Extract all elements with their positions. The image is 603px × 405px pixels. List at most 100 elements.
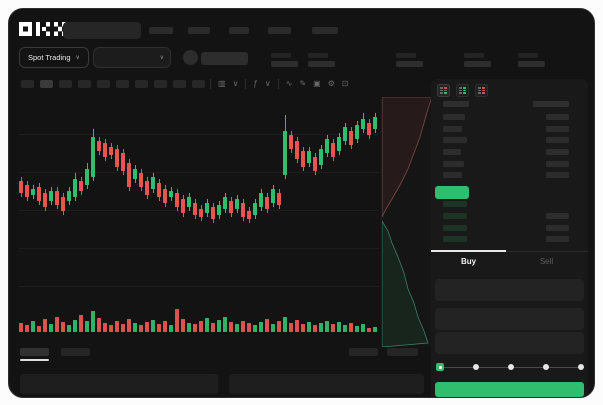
ask-price-placeholder[interactable] — [443, 114, 465, 120]
timeframe-button[interactable] — [135, 80, 148, 88]
slider-stop[interactable] — [578, 364, 584, 370]
stat-label-placeholder — [518, 53, 538, 58]
candle-style-icon[interactable]: ▥ — [218, 79, 226, 88]
order-book-panel: Buy Sell — [431, 79, 588, 397]
buy-submit-button[interactable] — [435, 382, 584, 397]
candle-body — [37, 187, 41, 201]
snapshot-icon[interactable]: ▣ — [313, 79, 321, 88]
bid-price-placeholder[interactable] — [443, 236, 467, 242]
bottom-tab[interactable] — [20, 348, 49, 356]
indicators-icon[interactable]: ƒ — [253, 79, 258, 88]
slider-stop[interactable] — [436, 363, 444, 371]
volume-bar — [25, 325, 29, 332]
bid-price-placeholder[interactable] — [443, 225, 467, 231]
ask-price-placeholder[interactable] — [443, 137, 467, 143]
line-type-icon[interactable]: ∿ — [285, 79, 293, 88]
tab-sell[interactable]: Sell — [539, 257, 554, 266]
timeframe-button[interactable] — [192, 80, 205, 88]
bid-amount-placeholder — [546, 213, 569, 219]
volume-bar — [223, 317, 227, 332]
volume-bar — [175, 309, 179, 332]
bid-price-placeholder[interactable] — [443, 213, 467, 219]
volume-bar — [79, 315, 83, 332]
last-price-button[interactable] — [435, 186, 469, 199]
pair-selector[interactable]: ∨ — [93, 47, 171, 68]
nav-item[interactable] — [312, 27, 338, 34]
candle-body — [49, 191, 53, 201]
volume-bar — [307, 322, 311, 332]
candle-body — [97, 141, 101, 151]
search-input[interactable] — [63, 22, 141, 39]
price-input[interactable] — [435, 279, 584, 301]
volume-bar — [277, 321, 281, 332]
timeframe-button[interactable] — [154, 80, 167, 88]
volume-bar — [157, 324, 161, 332]
candle-body — [253, 203, 257, 215]
total-input[interactable] — [435, 332, 584, 354]
timeframe-button[interactable] — [78, 80, 91, 88]
chevron-down-icon[interactable]: ∨ — [232, 79, 239, 88]
timeframe-button[interactable] — [21, 80, 34, 88]
candle-body — [67, 191, 71, 201]
book-bids-icon[interactable] — [456, 84, 469, 97]
ob-header-right — [533, 101, 569, 107]
market-type-selector[interactable]: Spot Trading ∨ — [19, 47, 89, 68]
bottom-tab[interactable] — [61, 348, 90, 356]
amount-slider[interactable] — [436, 362, 584, 372]
candle-body — [43, 193, 47, 207]
ask-amount-placeholder — [546, 137, 569, 143]
bottom-toolbar-button[interactable] — [387, 348, 418, 356]
ask-price-placeholder[interactable] — [443, 126, 462, 132]
ask-price-placeholder[interactable] — [443, 149, 461, 155]
candle-body — [241, 203, 245, 217]
line — [459, 92, 462, 94]
volume-bar — [229, 322, 233, 332]
ask-price-placeholder[interactable] — [443, 161, 464, 167]
timeframe-button[interactable] — [97, 80, 110, 88]
bid-price-placeholder[interactable] — [443, 201, 467, 207]
nav-item[interactable] — [149, 27, 173, 34]
candle-body — [265, 197, 269, 209]
timeframe-button[interactable] — [59, 80, 72, 88]
stat-value-placeholder — [518, 60, 545, 67]
tab-buy[interactable]: Buy — [460, 257, 477, 266]
candlestick-chart[interactable] — [19, 97, 379, 297]
candle-body — [199, 209, 203, 217]
slider-stop[interactable] — [473, 364, 479, 370]
candle-body — [127, 163, 131, 187]
fullscreen-icon[interactable]: ⊡ — [341, 79, 349, 88]
candle-body — [145, 181, 149, 195]
timeframe-button[interactable] — [40, 80, 53, 88]
volume-bar — [343, 325, 347, 332]
timeframe-button[interactable] — [173, 80, 186, 88]
book-asks-icon[interactable] — [475, 84, 488, 97]
candle-body — [331, 143, 335, 157]
bottom-toolbar-button[interactable] — [349, 348, 378, 356]
nav-item[interactable] — [229, 27, 249, 34]
volume-bar — [49, 324, 53, 332]
timeframe-button[interactable] — [116, 80, 129, 88]
volume-bar — [325, 321, 329, 332]
candle-body — [301, 151, 305, 167]
ask-price-placeholder[interactable] — [443, 172, 462, 178]
settings-icon[interactable]: ⚙ — [327, 79, 335, 88]
candle-body — [343, 127, 347, 141]
stat-value-placeholder — [308, 60, 335, 67]
candle-body — [151, 177, 155, 189]
slider-stop[interactable] — [543, 364, 549, 370]
candle-body — [295, 141, 299, 159]
amount-input[interactable] — [435, 308, 584, 330]
nav-item[interactable] — [268, 27, 291, 34]
draw-icon[interactable]: ✎ — [299, 79, 307, 88]
slider-stop[interactable] — [508, 364, 514, 370]
book-combined-icon[interactable] — [437, 84, 450, 97]
line — [478, 89, 481, 92]
nav-item[interactable] — [188, 27, 210, 34]
bar — [444, 87, 447, 89]
candle-body — [169, 191, 173, 197]
ticker-stat — [464, 53, 494, 67]
candle-body — [19, 181, 23, 193]
candle-body — [181, 199, 185, 213]
candle-body — [229, 201, 233, 213]
chevron-down-icon[interactable]: ∨ — [264, 79, 271, 88]
